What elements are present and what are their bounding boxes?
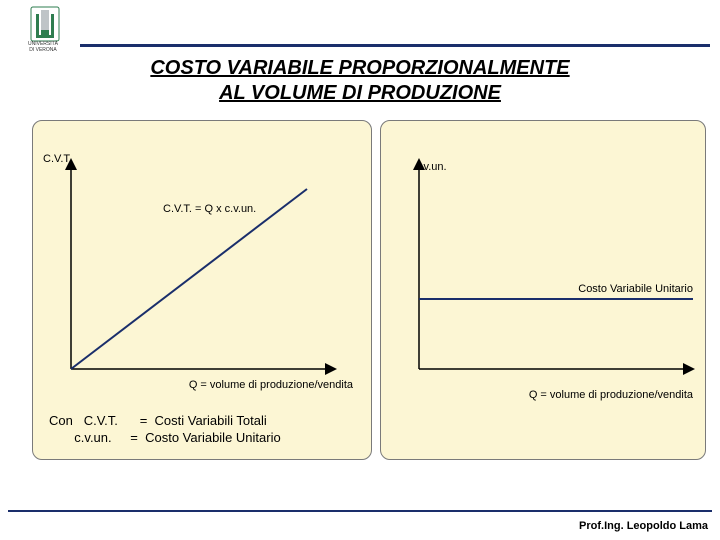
legend: Con C.V.T. = Costi Variabili Totali c.v.… (49, 412, 281, 447)
title-line-2: AL VOLUME DI PRODUZIONE (219, 82, 501, 104)
footer-author: Prof.Ing. Leopoldo Lama (579, 520, 708, 532)
legend-val-1: = Costi Variabili Totali (140, 412, 267, 430)
right-x-axis-label: Q = volume di produzione/vendita (529, 389, 693, 401)
title-line-1: COSTO VARIABILE PROPORZIONALMENTE (150, 57, 569, 79)
legend-spacer (49, 429, 74, 447)
top-rule (80, 44, 710, 47)
legend-key-2: c.v.un. (74, 429, 130, 447)
left-x-axis-label: Q = volume di produzione/vendita (189, 379, 353, 391)
logo (30, 6, 60, 42)
bottom-rule (8, 510, 712, 512)
page-title: COSTO VARIABILE PROPORZIONALMENTE AL VOL… (0, 56, 720, 106)
legend-key-1: C.V.T. (84, 412, 140, 430)
panel-left: C.V.T. C.V.T. = Q x c.v.un. Q = volume d… (32, 120, 372, 460)
right-chart (395, 149, 695, 379)
logo-caption: UNIVERSITÀDI VERONA (28, 42, 58, 53)
legend-val-2: = Costo Variabile Unitario (130, 429, 280, 447)
panel-right: c.v.un. Costo Variabile Unitario Q = vol… (380, 120, 706, 460)
legend-prefix: Con (49, 412, 84, 430)
right-line-label: Costo Variabile Unitario (578, 283, 693, 295)
left-chart (47, 149, 337, 379)
